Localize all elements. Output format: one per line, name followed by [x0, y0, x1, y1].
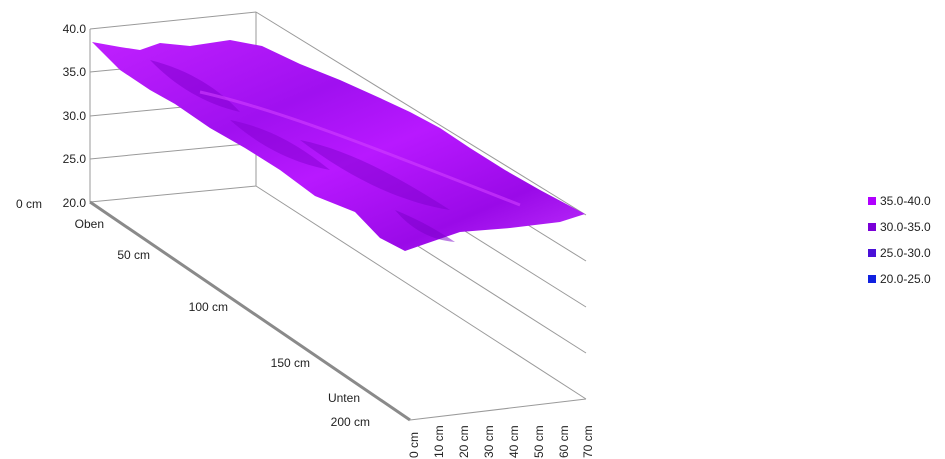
x-tick-30: 30 cm	[482, 425, 496, 458]
z-tick-20: 20.0	[63, 196, 87, 210]
x-axis	[409, 398, 587, 421]
legend-label: 30.0-35.0	[880, 220, 931, 234]
x-tick-40: 40 cm	[507, 425, 521, 458]
depth-tick-0: 0 cm	[16, 197, 42, 211]
z-tick-25: 25.0	[63, 152, 87, 166]
x-tick-10: 10 cm	[432, 425, 446, 458]
x-tick-0: 0 cm	[407, 432, 421, 458]
legend-label: 20.0-25.0	[880, 272, 931, 286]
surface-ridge	[199, 90, 521, 207]
x-tick-70: 70 cm	[581, 425, 595, 458]
x-tick-50: 50 cm	[532, 425, 546, 458]
surface-valley-2	[230, 120, 330, 170]
legend-label: 25.0-30.0	[880, 246, 931, 260]
legend-item: 30.0-35.0	[868, 214, 931, 240]
depth-tick-unten: Unten	[328, 391, 360, 405]
depth-tick-200: 200 cm	[331, 415, 370, 429]
legend-item: 35.0-40.0	[868, 188, 931, 214]
depth-tick-150: 150 cm	[271, 356, 310, 370]
z-tick-35: 35.0	[63, 65, 87, 79]
z-tick-40: 40.0	[63, 22, 87, 36]
legend-swatch	[868, 275, 876, 283]
surface	[92, 40, 585, 251]
surface-valley-4	[395, 210, 455, 242]
surface-valley-3	[300, 140, 450, 210]
surface-valley-1	[150, 60, 240, 112]
depth-tick-50: 50 cm	[117, 248, 150, 262]
legend-label: 35.0-40.0	[880, 194, 931, 208]
gridline-25	[89, 142, 257, 160]
gridline-40	[89, 11, 257, 30]
gridline-20	[89, 185, 257, 203]
depth-gridline-40	[255, 11, 587, 216]
depth-tick-100: 100 cm	[189, 300, 228, 314]
legend-swatch	[868, 249, 876, 257]
depth-tick-oben: Oben	[75, 217, 104, 231]
x-tick-20: 20 cm	[457, 425, 471, 458]
legend-swatch	[868, 223, 876, 231]
legend-item: 20.0-25.0	[868, 266, 931, 292]
x-tick-60: 60 cm	[557, 425, 571, 458]
legend-item: 25.0-30.0	[868, 240, 931, 266]
depth-axis	[89, 200, 411, 422]
z-tick-30: 30.0	[63, 109, 87, 123]
depth-gridline-20	[255, 185, 587, 400]
legend: 35.0-40.0 30.0-35.0 25.0-30.0 20.0-25.0	[868, 188, 931, 292]
legend-swatch	[868, 197, 876, 205]
